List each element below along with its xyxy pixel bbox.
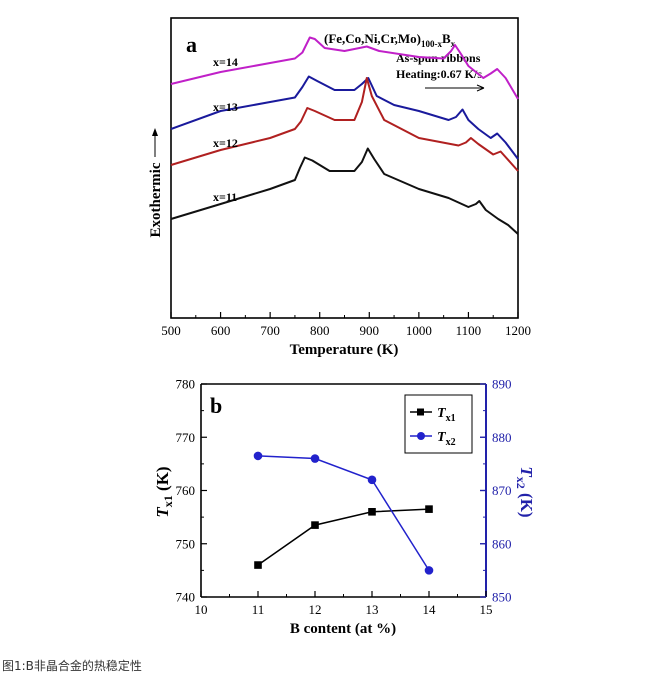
panel-b-series — [253, 451, 434, 575]
point-T_x1-13 — [368, 508, 376, 516]
b-x-tick-label-13: 13 — [366, 602, 379, 617]
x-tick-label-900: 900 — [360, 323, 380, 338]
panel-b-label: b — [210, 393, 222, 418]
x-tick-label-700: 700 — [260, 323, 280, 338]
exothermic-arrow-head — [152, 128, 158, 136]
point-T_x1-12 — [311, 521, 319, 529]
b-x-tick-label-12: 12 — [309, 602, 322, 617]
x-tick-label-1100: 1100 — [456, 323, 482, 338]
panel-a-x-ticks: 500 600 700 800 900 1000 1100 1200 — [161, 312, 531, 338]
panel-b-right-axis-title: Tx2 (K) — [514, 466, 536, 517]
curve-x=11 — [170, 147, 519, 235]
figure-caption: 图1:B非晶合金的热稳定性 — [2, 659, 142, 673]
legend-box — [404, 394, 473, 454]
point-T_x2-11 — [253, 451, 263, 461]
panel-b-ticks: 10 11 12 13 14 15 740 750 760 770 780 850 860 870 880 8… — [176, 377, 512, 618]
b-x-tick-label-14: 14 — [423, 602, 437, 617]
panel-a-series-labels: x=14 x=13 x=12 x=11 — [213, 55, 238, 204]
panel-a-curves — [170, 36, 519, 235]
b-yr-tick-label-890: 890 — [492, 377, 512, 392]
b-x-tick-label-11: 11 — [252, 602, 265, 617]
x-tick-label-600: 600 — [211, 323, 231, 338]
series-label-x=14: x=14 — [213, 55, 238, 69]
series-label-x=13: x=13 — [213, 100, 238, 114]
b-yr-tick-label-870: 870 — [492, 483, 512, 498]
curve-x=14 — [170, 36, 519, 100]
panel-b-left-axis-title: Tx1 (K) — [153, 466, 175, 517]
b-yl-tick-label-750: 750 — [176, 536, 196, 551]
panel-a-title: (Fe,Co,Ni,Cr,Mo)100-xBx — [324, 31, 456, 49]
annotation-heating: Heating:0.67 K/s — [396, 67, 482, 81]
point-T_x2-14 — [424, 566, 434, 575]
panel-b: b 10 11 12 13 14 15 740 750 760 770 780 850 860 870 88… — [153, 377, 536, 638]
panel-a-label: a — [186, 32, 197, 57]
legend-tx1-label: Tx1 — [437, 406, 456, 424]
b-yl-tick-label-770: 770 — [176, 430, 196, 445]
b-x-tick-label-10: 10 — [195, 602, 208, 617]
point-T_x2-13 — [367, 475, 377, 485]
curve-x=13 — [170, 75, 519, 160]
panel-b-x-axis-title: B content (at %) — [290, 621, 396, 637]
b-yr-tick-label-880: 880 — [492, 430, 512, 445]
b-yr-tick-label-860: 860 — [492, 536, 512, 551]
curve-x=12 — [170, 77, 519, 172]
panel-b-legend: Tx1 Tx2 — [404, 394, 473, 454]
legend-tx2-label: Tx2 — [437, 430, 456, 448]
x-tick-label-1200: 1200 — [505, 323, 531, 338]
b-x-tick-label-15: 15 — [480, 602, 493, 617]
line-T_x1 — [257, 508, 430, 566]
heating-arrow — [425, 84, 485, 92]
b-yr-tick-label-850: 850 — [492, 590, 512, 605]
series-label-x=12: x=12 — [213, 136, 238, 150]
x-tick-label-500: 500 — [161, 323, 181, 338]
b-yl-tick-label-740: 740 — [176, 590, 196, 605]
point-T_x1-14 — [425, 505, 433, 513]
panel-a-y-axis-title: Exothermic — [148, 128, 164, 237]
line-T_x2 — [257, 455, 430, 571]
point-T_x2-12 — [310, 454, 320, 463]
x-tick-label-1000: 1000 — [406, 323, 432, 338]
legend-tx1-marker — [417, 408, 424, 416]
panel-a: a (Fe,Co,Ni,Cr,Mo)100-xBx As-spun ribbon… — [148, 17, 531, 358]
panel-a-x-axis-title: Temperature (K) — [290, 342, 399, 358]
series-label-x=11: x=11 — [213, 190, 237, 204]
b-yl-tick-label-760: 760 — [176, 483, 196, 498]
legend-tx2-marker — [417, 432, 425, 440]
x-tick-label-800: 800 — [310, 323, 330, 338]
point-T_x1-11 — [254, 561, 262, 569]
b-yl-tick-label-780: 780 — [176, 377, 196, 392]
exothermic-label: Exothermic — [148, 162, 164, 237]
